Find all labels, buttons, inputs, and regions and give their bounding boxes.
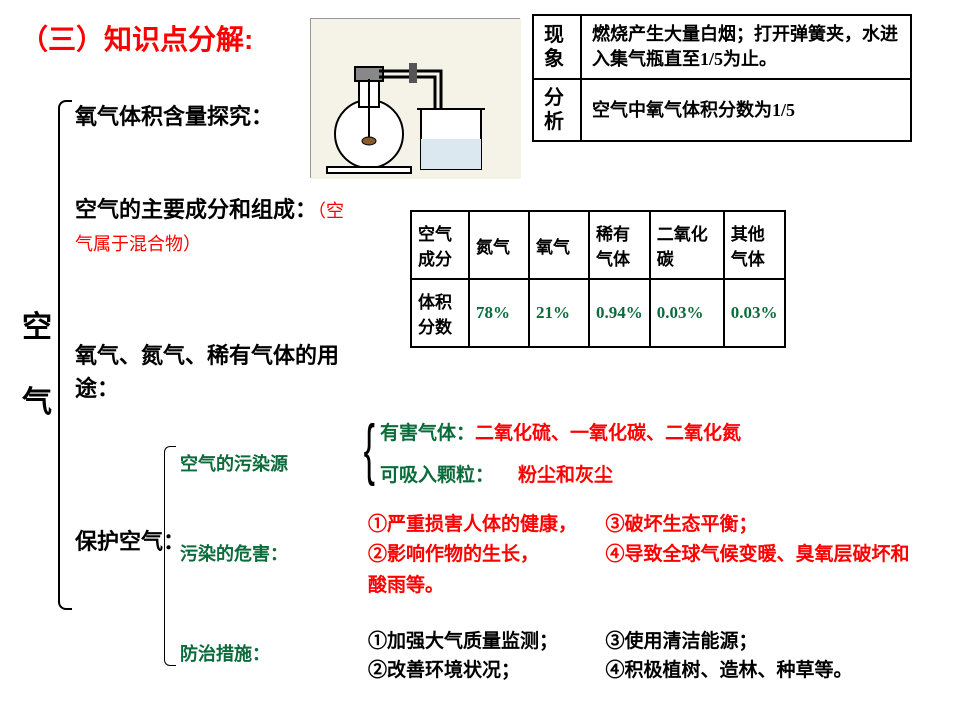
pollution-harm-label: 污染的危害： — [180, 540, 288, 566]
comp-h0: 空气成分 — [411, 211, 469, 279]
comp-h1: 氮气 — [469, 211, 529, 279]
pheno-row2-label: 分析 — [533, 79, 581, 141]
vertical-topic-label: 空 气 — [22, 290, 52, 440]
outline-item-3: 氧气、氮气、稀有气体的用途： — [75, 339, 355, 405]
section-title: （三）知识点分解: — [20, 18, 253, 58]
poll-gases-label: 有害气体： — [380, 423, 475, 444]
phenomenon-table: 现象 燃烧产生大量白烟；打开弹簧夹，水进入集气瓶直至1/5为止。 分析 空气中氧… — [532, 14, 912, 142]
main-bracket — [58, 100, 72, 610]
comp-r3: 0.94% — [589, 279, 650, 347]
poll-particles-label: 可吸入颗粒： — [380, 465, 494, 486]
comp-h2: 氧气 — [529, 211, 589, 279]
comp-r0: 体积分数 — [411, 279, 469, 347]
vert-char-1: 空 — [22, 290, 52, 365]
prevention-text: ①加强大气质量监测； ③使用清洁能源； ②改善环境状况； ④积极植树、造林、种草… — [368, 628, 928, 685]
comp-h5: 其他气体 — [724, 211, 785, 279]
outline-item-2: 空气的主要成分和组成：（空气属于混合物） — [75, 193, 355, 259]
pollution-particles-line: 可吸入颗粒： 粉尘和灰尘 — [380, 460, 613, 487]
apparatus-diagram — [310, 18, 520, 178]
pheno-row2-text: 空气中氧气体积分数为1/5 — [581, 79, 911, 141]
pollution-gases-line: 有害气体：二氧化硫、一氧化碳、二氧化氮 — [380, 418, 741, 445]
poll-gases-list: 二氧化硫、一氧化碳、二氧化氮 — [475, 423, 741, 444]
composition-table: 空气成分 氮气 氧气 稀有气体 二氧化碳 其他气体 体积分数 78% 21% 0… — [410, 210, 786, 348]
apparatus-svg — [311, 19, 521, 179]
comp-r5: 0.03% — [724, 279, 785, 347]
comp-h4: 二氧化碳 — [650, 211, 724, 279]
comp-h3: 稀有气体 — [589, 211, 650, 279]
pheno-row1-label: 现象 — [533, 15, 581, 79]
pollution-source-label: 空气的污染源 — [180, 450, 288, 476]
comp-r4: 0.03% — [650, 279, 724, 347]
pollution-harm-text: ①严重损害人体的健康， ③破坏生态平衡； ②影响作物的生长， ④导致全球气候变暖… — [368, 510, 928, 601]
outline-item-2-main: 空气的主要成分和组成： — [75, 197, 317, 222]
protect-sub-bracket — [164, 446, 176, 666]
poll-particles-list: 粉尘和灰尘 — [518, 465, 613, 486]
vert-char-2: 气 — [22, 365, 52, 440]
comp-r1: 78% — [469, 279, 529, 347]
comp-r2: 21% — [529, 279, 589, 347]
prevention-label: 防治措施： — [180, 640, 270, 666]
pheno-row1-text: 燃烧产生大量白烟；打开弹簧夹，水进入集气瓶直至1/5为止。 — [581, 15, 911, 79]
pollution-brace: { — [364, 410, 375, 488]
